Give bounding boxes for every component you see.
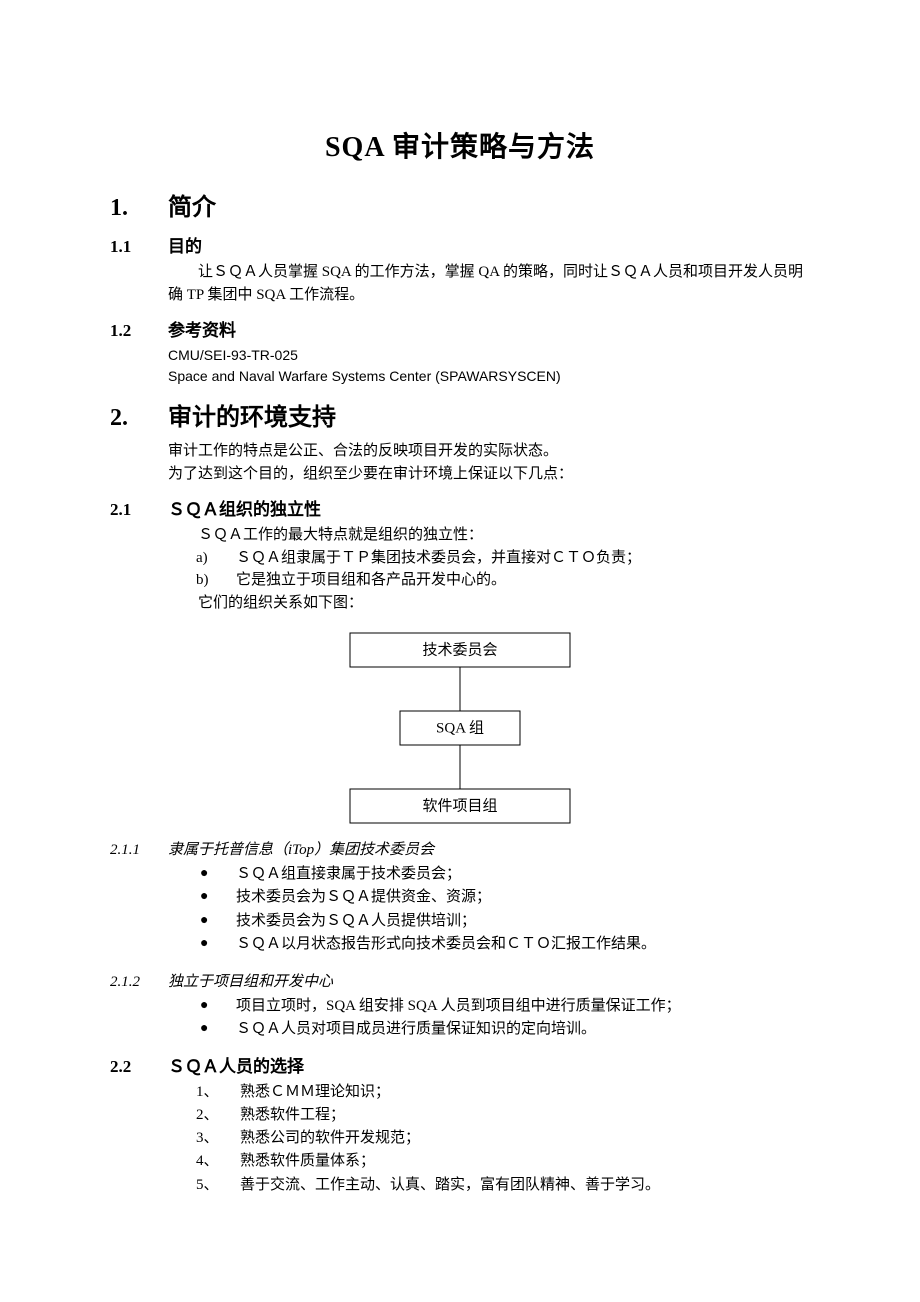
list-item: 5、善于交流、工作主动、认真、踏实，富有团队精神、善于学习。 [196, 1174, 810, 1197]
body-text: ＳＱＡ工作的最大特点就是组织的独立性： [168, 524, 810, 547]
heading-text: 审计的环境支持 [168, 397, 336, 432]
bullet-icon: ● [196, 995, 236, 1018]
body-text: 让ＳＱＡ人员掌握 SQA 的工作方法，掌握 QA 的策略，同时让ＳＱＡ人员和项目… [168, 261, 810, 306]
heading-number: 1.1 [110, 237, 168, 257]
list-item: b) 它是独立于项目组和各产品开发中心的。 [196, 569, 810, 592]
body-text: 为了达到这个目的，组织至少要在审计环境上保证以下几点： [168, 463, 810, 486]
heading-number: 2.2 [110, 1057, 168, 1077]
bullet-list: ●ＳＱＡ组直接隶属于技术委员会；●技术委员会为ＳＱＡ提供资金、资源；●技术委员会… [196, 863, 810, 956]
heading-number: 2.1.1 [110, 842, 168, 859]
bullet-icon: ● [196, 910, 236, 933]
org-node-label: SQA 组 [436, 719, 484, 736]
org-node-label: 软件项目组 [422, 797, 497, 814]
paragraph: 它们的组织关系如下图： [168, 592, 810, 615]
heading-2-purpose: 1.1 目的 [110, 232, 810, 257]
list-item: ●ＳＱＡ以月状态报告形式向技术委员会和ＣＴＯ汇报工作结果。 [196, 933, 810, 956]
paragraph: ＳＱＡ工作的最大特点就是组织的独立性： [168, 524, 810, 547]
reference-line: Space and Naval Warfare Systems Center (… [168, 366, 810, 387]
heading-text: ＳＱＡ组织的独立性 [168, 495, 321, 520]
list-item: ●ＳＱＡ组直接隶属于技术委员会； [196, 863, 810, 886]
reference-line: CMU/SEI-93-TR-025 [168, 345, 810, 366]
heading-text: 独立于项目组和开发中心 [168, 970, 333, 991]
list-text: ＳＱＡ组直接隶属于技术委员会； [236, 863, 461, 886]
heading-text: 简介 [168, 187, 216, 222]
list-text: 技术委员会为ＳＱＡ人员提供培训； [236, 910, 476, 933]
body-text: 审计工作的特点是公正、合法的反映项目开发的实际状态。 [168, 440, 810, 463]
list-item: 2、熟悉软件工程； [196, 1104, 810, 1127]
heading-2-sqa-independence: 2.1 ＳＱＡ组织的独立性 [110, 495, 810, 520]
document-page: SQA 审计策略与方法 1. 简介 1.1 目的 让ＳＱＡ人员掌握 SQA 的工… [0, 0, 920, 1302]
heading-2-sqa-selection: 2.2 ＳＱＡ人员的选择 [110, 1052, 810, 1077]
paragraph: 审计工作的特点是公正、合法的反映项目开发的实际状态。 为了达到这个目的，组织至少… [168, 440, 810, 485]
list-item: ●项目立项时，SQA 组安排 SQA 人员到项目组中进行质量保证工作； [196, 995, 810, 1018]
list-text: 熟悉公司的软件开发规范； [240, 1127, 420, 1150]
list-text: 熟悉软件工程； [240, 1104, 345, 1127]
list-item: a) ＳＱＡ组隶属于ＴＰ集团技术委员会，并直接对ＣＴＯ负责； [196, 547, 810, 570]
heading-text: ＳＱＡ人员的选择 [168, 1052, 304, 1077]
document-title: SQA 审计策略与方法 [110, 125, 810, 165]
heading-text: 参考资料 [168, 316, 236, 341]
list-item: ●技术委员会为ＳＱＡ人员提供培训； [196, 910, 810, 933]
list-item: 4、熟悉软件质量体系； [196, 1150, 810, 1173]
list-number: 1、 [196, 1081, 240, 1104]
list-text: ＳＱＡ以月状态报告形式向技术委员会和ＣＴＯ汇报工作结果。 [236, 933, 656, 956]
list-text: 技术委员会为ＳＱＡ提供资金、资源； [236, 886, 491, 909]
heading-3-independent: 2.1.2 独立于项目组和开发中心 [110, 970, 810, 991]
list-item: 3、熟悉公司的软件开发规范； [196, 1127, 810, 1150]
org-chart-svg: 技术委员会 SQA 组软件项目组 [330, 632, 590, 824]
bullet-icon: ● [196, 1018, 236, 1041]
heading-1-audit-env: 2. 审计的环境支持 [110, 397, 810, 432]
heading-number: 2.1.2 [110, 974, 168, 991]
numbered-list: 1、熟悉ＣＭＭ理论知识；2、熟悉软件工程；3、熟悉公司的软件开发规范；4、熟悉软… [196, 1081, 810, 1197]
heading-number: 1. [110, 195, 168, 222]
list-text: 熟悉软件质量体系； [240, 1150, 375, 1173]
org-node-label: 技术委员会 [422, 641, 497, 658]
heading-text: 目的 [168, 232, 202, 257]
heading-number: 1.2 [110, 321, 168, 341]
list-label: a) [196, 547, 236, 570]
body-text: 它们的组织关系如下图： [168, 592, 810, 615]
heading-number: 2. [110, 405, 168, 432]
list-text: 善于交流、工作主动、认真、踏实，富有团队精神、善于学习。 [240, 1174, 660, 1197]
list-number: 5、 [196, 1174, 240, 1197]
bullet-icon: ● [196, 933, 236, 956]
heading-2-references: 1.2 参考资料 [110, 316, 810, 341]
bullet-list: ●项目立项时，SQA 组安排 SQA 人员到项目组中进行质量保证工作；●ＳＱＡ人… [196, 995, 810, 1042]
ordered-sub-list: a) ＳＱＡ组隶属于ＴＰ集团技术委员会，并直接对ＣＴＯ负责； b) 它是独立于项… [196, 547, 810, 592]
list-text: ＳＱＡ人员对项目成员进行质量保证知识的定向培训。 [236, 1018, 596, 1041]
list-number: 4、 [196, 1150, 240, 1173]
bullet-icon: ● [196, 886, 236, 909]
paragraph: CMU/SEI-93-TR-025 Space and Naval Warfar… [168, 345, 810, 387]
list-label: b) [196, 569, 236, 592]
heading-number: 2.1 [110, 500, 168, 520]
heading-1-intro: 1. 简介 [110, 187, 810, 222]
bullet-icon: ● [196, 863, 236, 886]
heading-text: 隶属于托普信息（iTop）集团技术委员会 [168, 838, 434, 859]
org-chart: 技术委员会 SQA 组软件项目组 [110, 632, 810, 824]
list-number: 2、 [196, 1104, 240, 1127]
paragraph: 让ＳＱＡ人员掌握 SQA 的工作方法，掌握 QA 的策略，同时让ＳＱＡ人员和项目… [168, 261, 810, 306]
list-item: 1、熟悉ＣＭＭ理论知识； [196, 1081, 810, 1104]
list-item: ●技术委员会为ＳＱＡ提供资金、资源； [196, 886, 810, 909]
list-text: ＳＱＡ组隶属于ＴＰ集团技术委员会，并直接对ＣＴＯ负责； [236, 547, 641, 570]
list-number: 3、 [196, 1127, 240, 1150]
list-text: 它是独立于项目组和各产品开发中心的。 [236, 569, 506, 592]
list-text: 项目立项时，SQA 组安排 SQA 人员到项目组中进行质量保证工作； [236, 995, 681, 1018]
list-text: 熟悉ＣＭＭ理论知识； [240, 1081, 390, 1104]
heading-3-belongs: 2.1.1 隶属于托普信息（iTop）集团技术委员会 [110, 838, 810, 859]
list-item: ●ＳＱＡ人员对项目成员进行质量保证知识的定向培训。 [196, 1018, 810, 1041]
